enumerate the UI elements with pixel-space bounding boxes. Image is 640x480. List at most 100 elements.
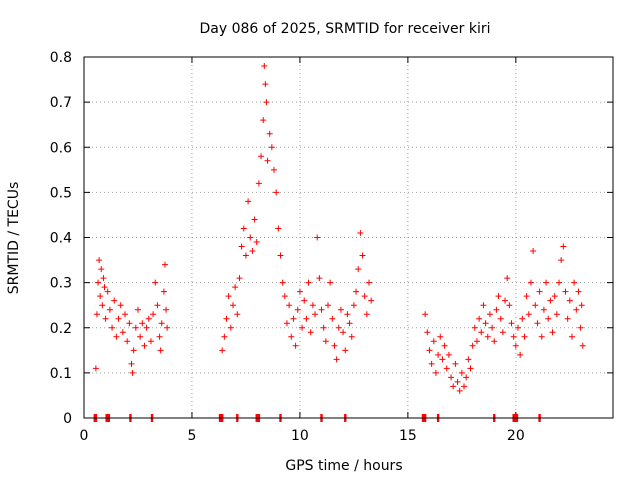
x-tick-label: 5 [187, 428, 196, 444]
data-point [264, 157, 271, 164]
data-point [156, 333, 163, 340]
data-point [450, 383, 457, 390]
data-point [445, 351, 452, 358]
data-point [307, 329, 314, 336]
data-point [97, 293, 104, 300]
data-point [245, 198, 252, 205]
data-point [249, 248, 256, 255]
x-tick-label: 10 [291, 428, 309, 444]
data-point [517, 351, 524, 358]
data-point [279, 279, 286, 286]
data-point [558, 257, 565, 264]
data-point [299, 324, 306, 331]
data-point [163, 306, 170, 313]
data-point [263, 99, 270, 106]
data-point [329, 315, 336, 322]
data-point [275, 225, 282, 232]
data-point [508, 320, 515, 327]
data-point [547, 297, 554, 304]
x-tick-label: 0 [80, 428, 89, 444]
data-point [357, 229, 364, 236]
data-point [96, 257, 103, 264]
data-point [294, 306, 301, 313]
data-point [281, 293, 288, 300]
data-point [335, 324, 342, 331]
data-point [504, 275, 511, 282]
data-point [158, 320, 165, 327]
data-point [493, 306, 500, 313]
data-point [350, 302, 357, 309]
data-point [510, 333, 517, 340]
data-point [363, 311, 370, 318]
data-point [221, 333, 228, 340]
data-point [219, 347, 226, 354]
data-point [130, 347, 137, 354]
data-point [119, 329, 126, 336]
data-point [340, 329, 347, 336]
y-tick-label: 0.3 [50, 276, 72, 292]
data-point [346, 320, 353, 327]
y-tick-label: 0.1 [50, 366, 72, 382]
data-point [232, 284, 239, 291]
data-point [253, 239, 260, 246]
y-tick-label: 0.6 [50, 140, 72, 156]
y-tick-label: 0.4 [50, 231, 72, 247]
data-point [489, 324, 496, 331]
data-point [458, 369, 465, 376]
data-point [223, 315, 230, 322]
data-point [247, 234, 254, 241]
data-point [137, 333, 144, 340]
data-point [312, 311, 319, 318]
data-point [538, 333, 545, 340]
data-point [353, 288, 360, 295]
data-point [314, 234, 321, 241]
data-point [309, 302, 316, 309]
data-point [432, 369, 439, 376]
data-point [534, 320, 541, 327]
data-point [560, 243, 567, 250]
data-point [320, 324, 327, 331]
data-point [486, 311, 493, 318]
data-point [428, 360, 435, 367]
data-point [497, 315, 504, 322]
data-point [301, 297, 308, 304]
data-point [577, 324, 584, 331]
data-point [111, 297, 118, 304]
data-point [465, 356, 472, 363]
x-tick-label: 20 [507, 428, 525, 444]
data-point [578, 302, 585, 309]
data-point [476, 315, 483, 322]
data-point [268, 144, 275, 151]
data-point [95, 279, 102, 286]
data-point [426, 347, 433, 354]
data-point [316, 275, 323, 282]
data-point [575, 288, 582, 295]
data-point [258, 153, 265, 160]
data-point [337, 306, 344, 313]
data-point [562, 288, 569, 295]
data-point [532, 302, 539, 309]
data-point [128, 360, 135, 367]
data-point [448, 374, 455, 381]
data-point [150, 311, 157, 318]
data-point [227, 324, 234, 331]
y-tick-label: 0.8 [50, 50, 72, 66]
data-point [463, 374, 470, 381]
y-tick-label: 0 [63, 411, 72, 427]
data-point [126, 320, 133, 327]
data-point [430, 338, 437, 345]
data-point [478, 329, 485, 336]
grid [84, 57, 613, 418]
data-point [551, 293, 558, 300]
data-point [229, 302, 236, 309]
data-point [240, 225, 247, 232]
data-point [129, 369, 136, 376]
data-point [147, 338, 154, 345]
data-point [573, 306, 580, 313]
data-point [101, 284, 108, 291]
data-point [139, 320, 146, 327]
data-point [530, 248, 537, 255]
data-point [102, 315, 109, 322]
data-point [327, 279, 334, 286]
